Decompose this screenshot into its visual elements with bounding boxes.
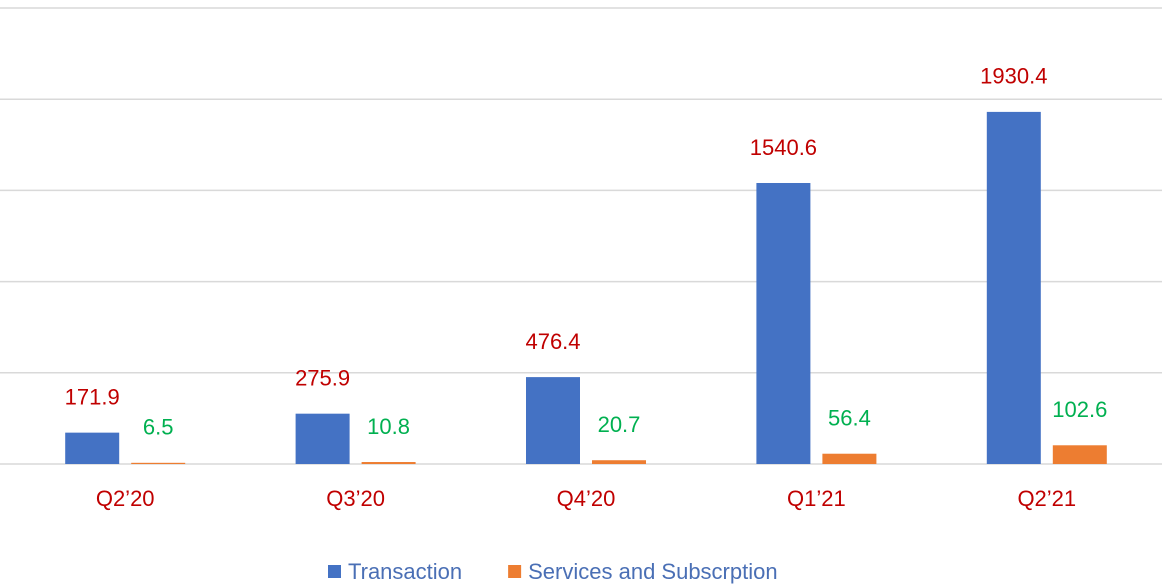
data-label: 10.8 <box>367 414 410 439</box>
bar <box>986 111 1041 464</box>
bar <box>822 453 877 464</box>
bar <box>756 182 811 464</box>
bar <box>526 377 580 464</box>
x-tick-label: Q3’20 <box>326 486 385 511</box>
bar <box>361 462 416 464</box>
data-label: 476.4 <box>525 329 580 354</box>
data-label: 102.6 <box>1052 397 1107 422</box>
x-tick-label: Q2’21 <box>1017 486 1076 511</box>
x-tick-label: Q4’20 <box>557 486 616 511</box>
legend-swatch <box>508 565 522 578</box>
data-label: 56.4 <box>828 406 871 431</box>
bar <box>65 432 120 464</box>
data-label: 1930.4 <box>980 64 1047 89</box>
legend-label: Services and Subscrption <box>528 559 777 584</box>
bar <box>131 462 186 464</box>
data-label: 1540.6 <box>750 135 817 160</box>
legend-swatch <box>328 565 341 578</box>
data-label: 6.5 <box>143 415 174 440</box>
legend-label: Transaction <box>348 559 462 584</box>
bar <box>592 460 646 464</box>
data-label: 20.7 <box>598 412 641 437</box>
bar <box>295 413 350 464</box>
data-label: 171.9 <box>65 384 120 409</box>
bar <box>1052 445 1107 464</box>
x-tick-label: Q2’20 <box>96 486 155 511</box>
data-label: 275.9 <box>295 365 350 390</box>
x-tick-label: Q1’21 <box>787 486 846 511</box>
